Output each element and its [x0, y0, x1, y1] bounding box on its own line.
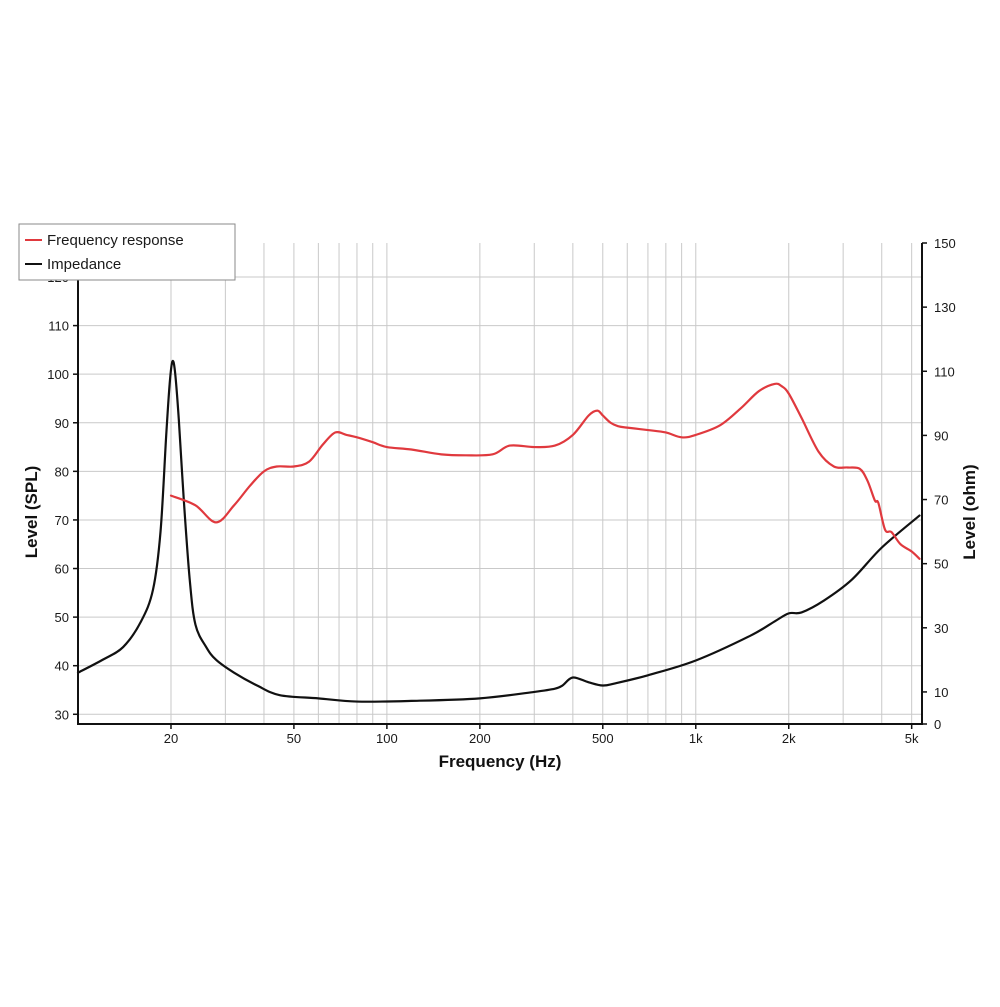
x-tick-label: 2k [782, 731, 796, 746]
x-tick-label: 5k [905, 731, 919, 746]
right-tick-label: 50 [934, 557, 948, 572]
legend-label-impedance: Impedance [47, 256, 121, 273]
left-tick-label: 100 [47, 367, 69, 382]
series-lines [76, 359, 921, 703]
right-tick-label: 0 [934, 717, 941, 732]
x-tick-label: 200 [469, 731, 491, 746]
right-tick-label: 110 [934, 364, 955, 379]
right-axis-title: Level (ohm) [960, 464, 979, 559]
legend-label-frequency-response: Frequency response [47, 232, 184, 249]
grid [78, 243, 922, 724]
right-tick-label: 10 [934, 685, 948, 700]
x-tick-label: 20 [164, 731, 178, 746]
series-line-frequency-response [169, 382, 921, 560]
legend: Frequency response Impedance [18, 223, 236, 281]
x-tick-label: 50 [287, 731, 301, 746]
tick-labels: 3040506070809010011012001030507090110130… [47, 236, 955, 746]
left-tick-label: 70 [55, 513, 69, 528]
legend-box [18, 223, 236, 281]
left-tick-label: 110 [48, 319, 69, 334]
x-tick-label: 500 [592, 731, 614, 746]
right-tick-label: 30 [934, 621, 948, 636]
right-tick-label: 150 [934, 236, 956, 251]
left-axis-title: Level (SPL) [22, 466, 41, 559]
x-axis-title: Frequency (Hz) [439, 752, 562, 771]
right-tick-label: 70 [934, 493, 948, 508]
series-line-impedance [76, 359, 921, 703]
left-tick-label: 80 [55, 464, 69, 479]
right-tick-label: 130 [934, 300, 956, 315]
left-tick-label: 90 [55, 416, 69, 431]
left-tick-label: 40 [55, 659, 69, 674]
left-tick-label: 60 [55, 562, 69, 577]
axes [73, 242, 927, 729]
right-tick-label: 90 [934, 428, 948, 443]
left-tick-label: 50 [55, 610, 69, 625]
x-tick-label: 1k [689, 731, 703, 746]
x-tick-label: 100 [376, 731, 398, 746]
left-tick-label: 30 [55, 707, 69, 722]
